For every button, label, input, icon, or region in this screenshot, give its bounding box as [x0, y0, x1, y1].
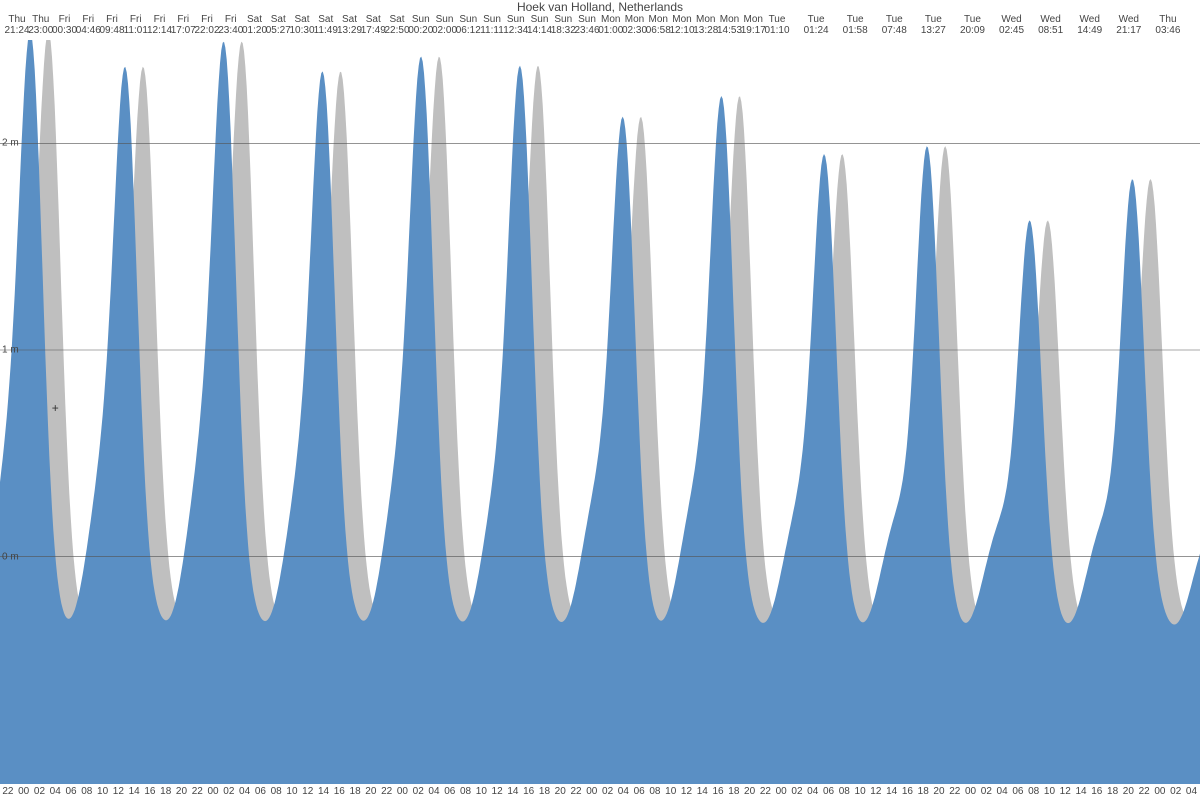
top-label: Tue01:10	[760, 14, 794, 36]
bottom-hour-label: 20	[552, 786, 568, 797]
bottom-hour-label: 12	[679, 786, 695, 797]
bottom-hour-label: 08	[268, 786, 284, 797]
bottom-hour-label: 18	[915, 786, 931, 797]
bottom-hour-label: 10	[1042, 786, 1058, 797]
bottom-hour-label: 02	[600, 786, 616, 797]
bottom-hour-label: 12	[300, 786, 316, 797]
top-label: Wed21:17	[1112, 14, 1146, 36]
bottom-hour-label: 18	[158, 786, 174, 797]
bottom-hour-label: 04	[615, 786, 631, 797]
bottom-hour-label: 14	[505, 786, 521, 797]
bottom-hour-label: 06	[631, 786, 647, 797]
blue-series-area	[0, 40, 1200, 784]
bottom-hour-label: 22	[0, 786, 16, 797]
top-time-labels: Thu21:24Thu23:00Fri00:30Fri04:46Fri09:48…	[0, 14, 1200, 40]
bottom-hour-label: 22	[758, 786, 774, 797]
bottom-hour-label: 10	[284, 786, 300, 797]
bottom-hour-label: 20	[363, 786, 379, 797]
tide-chart: Hoek van Holland, Netherlands Thu21:24Th…	[0, 0, 1200, 800]
bottom-hour-label: 12	[1057, 786, 1073, 797]
bottom-hour-label: 14	[126, 786, 142, 797]
bottom-hour-label: 08	[458, 786, 474, 797]
bottom-hour-label: 06	[442, 786, 458, 797]
bottom-hour-labels: 2200020406081012141618202200020406081012…	[0, 786, 1200, 800]
bottom-hour-label: 20	[742, 786, 758, 797]
bottom-hour-label: 22	[379, 786, 395, 797]
bottom-hour-label: 02	[789, 786, 805, 797]
y-axis-label: 2 m	[2, 138, 19, 149]
bottom-hour-label: 22	[1136, 786, 1152, 797]
chart-title: Hoek van Holland, Netherlands	[0, 0, 1200, 14]
top-label: Tue20:09	[955, 14, 989, 36]
bottom-hour-label: 12	[489, 786, 505, 797]
chart-svg	[0, 40, 1200, 784]
bottom-hour-label: 10	[663, 786, 679, 797]
bottom-hour-label: 00	[1152, 786, 1168, 797]
bottom-hour-label: 00	[395, 786, 411, 797]
bottom-hour-label: 18	[1105, 786, 1121, 797]
bottom-hour-label: 02	[1168, 786, 1184, 797]
bottom-hour-label: 10	[473, 786, 489, 797]
bottom-hour-label: 16	[900, 786, 916, 797]
bottom-hour-label: 14	[884, 786, 900, 797]
bottom-hour-label: 14	[694, 786, 710, 797]
bottom-hour-label: 06	[1010, 786, 1026, 797]
bottom-hour-label: 08	[79, 786, 95, 797]
bottom-hour-label: 02	[32, 786, 48, 797]
bottom-hour-label: 10	[95, 786, 111, 797]
marker-cross: +	[52, 401, 59, 415]
bottom-hour-label: 16	[142, 786, 158, 797]
top-label: Tue01:24	[799, 14, 833, 36]
bottom-hour-label: 14	[1073, 786, 1089, 797]
y-axis-label: 1 m	[2, 345, 19, 356]
bottom-hour-label: 18	[537, 786, 553, 797]
bottom-hour-label: 04	[237, 786, 253, 797]
bottom-hour-label: 18	[347, 786, 363, 797]
bottom-hour-label: 00	[773, 786, 789, 797]
bottom-hour-label: 16	[331, 786, 347, 797]
bottom-hour-label: 22	[568, 786, 584, 797]
bottom-hour-label: 16	[521, 786, 537, 797]
top-label: Tue07:48	[877, 14, 911, 36]
bottom-hour-label: 04	[805, 786, 821, 797]
bottom-hour-label: 00	[205, 786, 221, 797]
bottom-hour-label: 04	[1184, 786, 1200, 797]
bottom-hour-label: 00	[963, 786, 979, 797]
bottom-hour-label: 06	[821, 786, 837, 797]
bottom-hour-label: 04	[47, 786, 63, 797]
bottom-hour-label: 04	[426, 786, 442, 797]
bottom-hour-label: 16	[710, 786, 726, 797]
bottom-hour-label: 08	[1026, 786, 1042, 797]
bottom-hour-label: 00	[584, 786, 600, 797]
bottom-hour-label: 10	[852, 786, 868, 797]
top-label: Tue13:27	[916, 14, 950, 36]
top-label: Wed14:49	[1073, 14, 1107, 36]
bottom-hour-label: 00	[16, 786, 32, 797]
bottom-hour-label: 20	[1120, 786, 1136, 797]
bottom-hour-label: 06	[63, 786, 79, 797]
bottom-hour-label: 02	[410, 786, 426, 797]
plot-area: 0 m 1 m 2 m +	[0, 40, 1200, 784]
bottom-hour-label: 22	[189, 786, 205, 797]
bottom-hour-label: 12	[110, 786, 126, 797]
bottom-hour-label: 04	[994, 786, 1010, 797]
bottom-hour-label: 14	[316, 786, 332, 797]
bottom-hour-label: 16	[1089, 786, 1105, 797]
bottom-hour-label: 06	[253, 786, 269, 797]
bottom-hour-label: 02	[978, 786, 994, 797]
bottom-hour-label: 08	[836, 786, 852, 797]
bottom-hour-label: 22	[947, 786, 963, 797]
bottom-hour-label: 02	[221, 786, 237, 797]
top-label: Thu03:46	[1151, 14, 1185, 36]
bottom-hour-label: 12	[868, 786, 884, 797]
bottom-hour-label: 20	[931, 786, 947, 797]
top-label: Wed02:45	[995, 14, 1029, 36]
y-axis-label: 0 m	[2, 551, 19, 562]
top-label: Tue01:58	[838, 14, 872, 36]
bottom-hour-label: 08	[647, 786, 663, 797]
bottom-hour-label: 20	[174, 786, 190, 797]
bottom-hour-label: 18	[726, 786, 742, 797]
top-label: Wed08:51	[1034, 14, 1068, 36]
